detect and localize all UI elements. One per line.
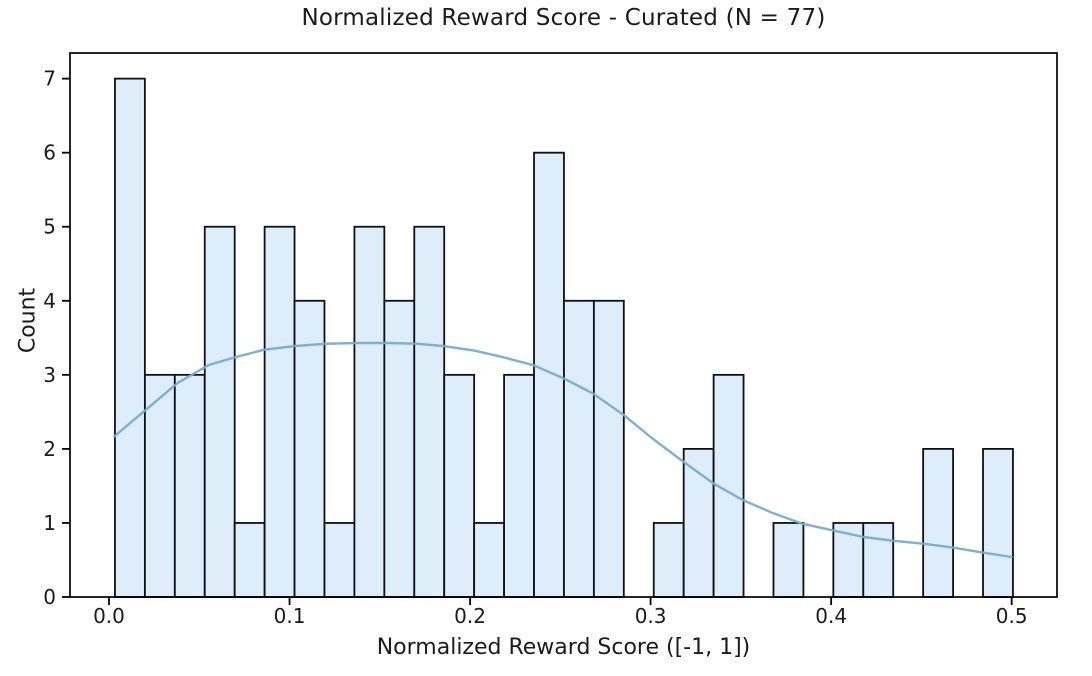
histogram-bar bbox=[353, 225, 386, 598]
histogram-bar bbox=[114, 77, 146, 598]
histogram-bar bbox=[563, 299, 595, 598]
y-tick-label: 6 bbox=[43, 141, 56, 165]
y-tick-label: 4 bbox=[43, 289, 56, 313]
x-tick-label: 0.0 bbox=[93, 604, 125, 628]
histogram-bar bbox=[143, 373, 176, 598]
histogram-bar bbox=[173, 373, 206, 598]
histogram-bar bbox=[652, 522, 685, 598]
x-tick-label: 0.2 bbox=[454, 604, 486, 628]
y-tick-label: 0 bbox=[43, 585, 56, 609]
y-tick-label: 7 bbox=[43, 67, 56, 91]
histogram-bar bbox=[533, 151, 565, 598]
histogram-bar bbox=[862, 522, 895, 598]
y-axis-label: Count bbox=[15, 287, 41, 354]
histogram-bar bbox=[503, 373, 535, 598]
x-tick-label: 0.1 bbox=[274, 604, 306, 628]
histogram-bar bbox=[443, 373, 476, 598]
y-tick-label: 1 bbox=[43, 511, 56, 535]
histogram-bar bbox=[982, 447, 1014, 598]
kde-curve bbox=[113, 341, 1013, 559]
histogram-bar bbox=[922, 447, 954, 598]
histogram-bar bbox=[293, 299, 326, 598]
histogram-bar bbox=[233, 522, 266, 598]
x-tick-label: 0.5 bbox=[996, 604, 1028, 628]
x-tick-label: 0.3 bbox=[635, 604, 667, 628]
y-tick-label: 3 bbox=[43, 363, 56, 387]
y-tick-label: 5 bbox=[43, 215, 56, 239]
histogram-bar bbox=[383, 299, 416, 598]
histogram-bar bbox=[203, 225, 236, 598]
histogram-bar bbox=[682, 447, 715, 598]
axes-box bbox=[69, 52, 1058, 598]
histogram-bar bbox=[772, 522, 805, 598]
x-tick-label: 0.4 bbox=[815, 604, 847, 628]
y-tick-label: 2 bbox=[43, 437, 56, 461]
x-axis-label: Normalized Reward Score ([-1, 1]) bbox=[376, 635, 751, 660]
histogram-bar bbox=[473, 522, 505, 598]
histogram-bar bbox=[323, 522, 356, 598]
histogram-bar bbox=[263, 225, 296, 598]
chart-title: Normalized Reward Score - Curated (N = 7… bbox=[301, 5, 826, 31]
histogram-bar bbox=[413, 225, 446, 598]
histogram-bar bbox=[592, 299, 625, 598]
